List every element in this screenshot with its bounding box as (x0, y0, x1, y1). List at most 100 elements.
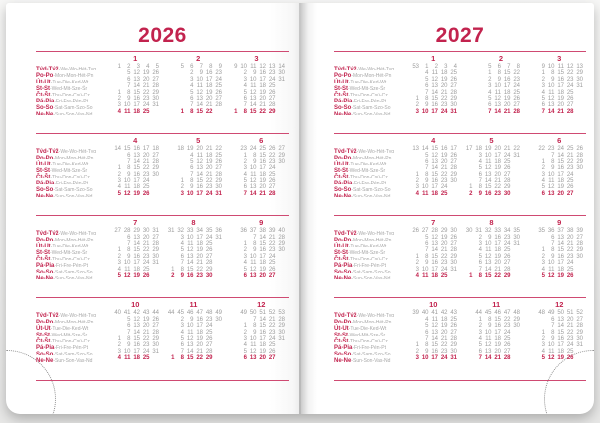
date-cell: 18 (133, 108, 140, 115)
date-cell: 24 (205, 234, 213, 241)
date-cell: 23 (566, 335, 574, 342)
date-cell: 29 (450, 171, 457, 178)
weekday-label-row: Út-Ut-Tue-Die-Ked-Wt (334, 77, 398, 83)
dates-row: 7 14 21 28 (410, 165, 457, 172)
date-cell: 13 (249, 95, 257, 102)
date-cell: 15 (133, 165, 140, 172)
dates-row: 5 12 19 26 (410, 153, 457, 159)
dates-row: 2 9 16 23 30 (410, 260, 457, 266)
date-cell: 25 (450, 70, 457, 77)
date-cell: 11 (548, 348, 555, 355)
date-cell: 11 (124, 266, 131, 273)
month-number: 8 (191, 218, 196, 228)
weekday-label-row: Čt-Št-Thu-Don-Csü-Cz (334, 90, 398, 96)
week-number-cell: 17 (450, 146, 457, 153)
date-cell: 9 (127, 95, 131, 102)
date-cell: 11 (124, 184, 131, 191)
date-cell: 7 (243, 190, 247, 197)
dates-row: 6 13 20 27 (536, 191, 584, 197)
date-cell: 2 (243, 158, 247, 165)
weekday-label-row: Út-Ut-Tue-Die-Ked-Wt (334, 323, 398, 329)
date-cell: 28 (503, 178, 511, 185)
date-cell: 5 (180, 335, 184, 342)
date-cell: 26 (268, 266, 276, 273)
week-number-cell: 45 (177, 310, 184, 317)
weekday-label-secondary: -Tue-Die-Ked-Wt (348, 161, 387, 166)
date-cell: 20 (566, 316, 574, 323)
month-number: 11 (189, 300, 198, 310)
dates-row: 3 10 17 24 (536, 172, 584, 178)
date-cell: 5 (541, 184, 545, 191)
date-cell: 13 (196, 165, 203, 172)
dates-row: 6 13 20 27 (410, 159, 457, 165)
week-number-cell: 40 (421, 310, 429, 317)
week-number-cell: 46 (186, 310, 194, 317)
date-cell: 4 (180, 241, 184, 248)
date-cell: 10 (484, 152, 492, 159)
date-cell: 11 (494, 89, 501, 96)
weekday-labels-column: Týd-Týž-We-Wo-Hét-Tyg Po-Po-Mon-Mon-Hét-P… (36, 134, 100, 197)
date-cell: 6 (127, 234, 131, 241)
week-number-cell: 27 (421, 228, 429, 235)
date-cell: 13 (431, 329, 438, 336)
dates-row: 4 11 18 25 (536, 178, 584, 184)
date-cell: 18 (259, 83, 266, 90)
month-group: 4 14 15 16 17 18 6 13 20 27 7 14 21 28 1 8 15 22 29 2 9 16 23 3… (100, 134, 289, 197)
month-block: 6 23 24 25 26 27 1 8 15 22 29 2 9 16 23 30 3 10 17 24 4 11 18 2… (226, 134, 289, 197)
date-cell: 1 (541, 70, 545, 77)
date-cell: 1 (117, 247, 121, 254)
week-numbers-row: 13 14 15 16 17 (410, 146, 457, 153)
date-cell: 23 (440, 348, 448, 355)
week-number-cell: 23 (240, 146, 247, 153)
date-cell: 2 (541, 165, 545, 172)
dates-row: 6 13 20 27 (536, 235, 583, 241)
date-cell: 19 (440, 323, 448, 330)
date-cell: 5 (425, 76, 429, 83)
date-cell: 3 (415, 184, 419, 191)
date-cell: 28 (576, 241, 583, 248)
dates-row: 5 12 19 26 (536, 273, 584, 279)
date-cell: 28 (450, 165, 457, 172)
weekday-label-row: Po-Po-Mon-Mon-Hét-Pn (36, 153, 100, 159)
date-cell: 22 (268, 241, 276, 248)
date-cell: 5 (117, 272, 121, 279)
month-block: 9 36 37 38 39 40 7 14 21 28 1 8 15 22 29 2 9 16 23 30 3 10 17 2… (226, 216, 289, 279)
date-cell: 15 (186, 355, 194, 362)
month-grid: 5 17 18 19 20 21 22 3 10 17 24 31 4 11 18 25 5 12 19 26 6 13 2… (463, 134, 520, 197)
dates-row: 4 11 18 25 (482, 90, 520, 96)
date-cell: 30 (278, 329, 285, 336)
dates-row: 7 14 21 28 (112, 330, 159, 336)
date-cell: 17 (133, 178, 140, 185)
date-cell: 22 (494, 272, 501, 279)
labels-header-spacer (36, 52, 100, 64)
dates-row: 7 14 21 28 (112, 159, 159, 165)
weekday-label-row: Čt-Št-Thu-Don-Csü-Cz (36, 336, 100, 342)
date-cell: 17 (196, 234, 203, 241)
dates-row: 7 14 21 28 (165, 260, 222, 266)
weekday-label-secondary: -We-Wo-Hét-Tyg (356, 313, 394, 317)
date-cell: 8 (497, 70, 501, 77)
date-cell: 12 (431, 234, 438, 241)
date-cell: 26 (503, 342, 511, 349)
date-cell: 15 (259, 152, 266, 159)
date-cell (150, 191, 160, 197)
weekday-label-primary: Čt-Št (334, 338, 349, 343)
date-cell: 24 (205, 190, 213, 197)
date-cell: 6 (425, 83, 429, 90)
date-cell: 1 (469, 184, 473, 191)
weekday-label-row: Čt-Št-Thu-Don-Csü-Cz (334, 254, 398, 260)
month-block: 12 49 50 51 52 53 7 14 21 28 1 8 15 22 29 2 9 16 23 30 3 10 17… (226, 298, 289, 361)
month-block: 5 17 18 19 20 21 22 3 10 17 24 31 4 11 18 25 5 12 19 26 6 13 2… (461, 134, 524, 197)
weekday-label-row: Út-Ut-Tue-Die-Ked-Wt (334, 241, 398, 247)
date-cell: 30 (513, 323, 520, 330)
week-numbers-row: 18 19 20 21 22 (175, 146, 222, 152)
date-cell: 28 (268, 102, 276, 109)
date-cell: 20 (557, 190, 564, 197)
dates-row: 4 11 18 25 (463, 159, 520, 165)
date-cell: 29 (278, 323, 285, 330)
date-cell: 7 (127, 241, 131, 248)
date-cell (511, 273, 521, 279)
date-cell: 5 (190, 158, 194, 165)
week-number-cell: 29 (440, 228, 448, 235)
week-number-cell: 30 (465, 228, 473, 235)
